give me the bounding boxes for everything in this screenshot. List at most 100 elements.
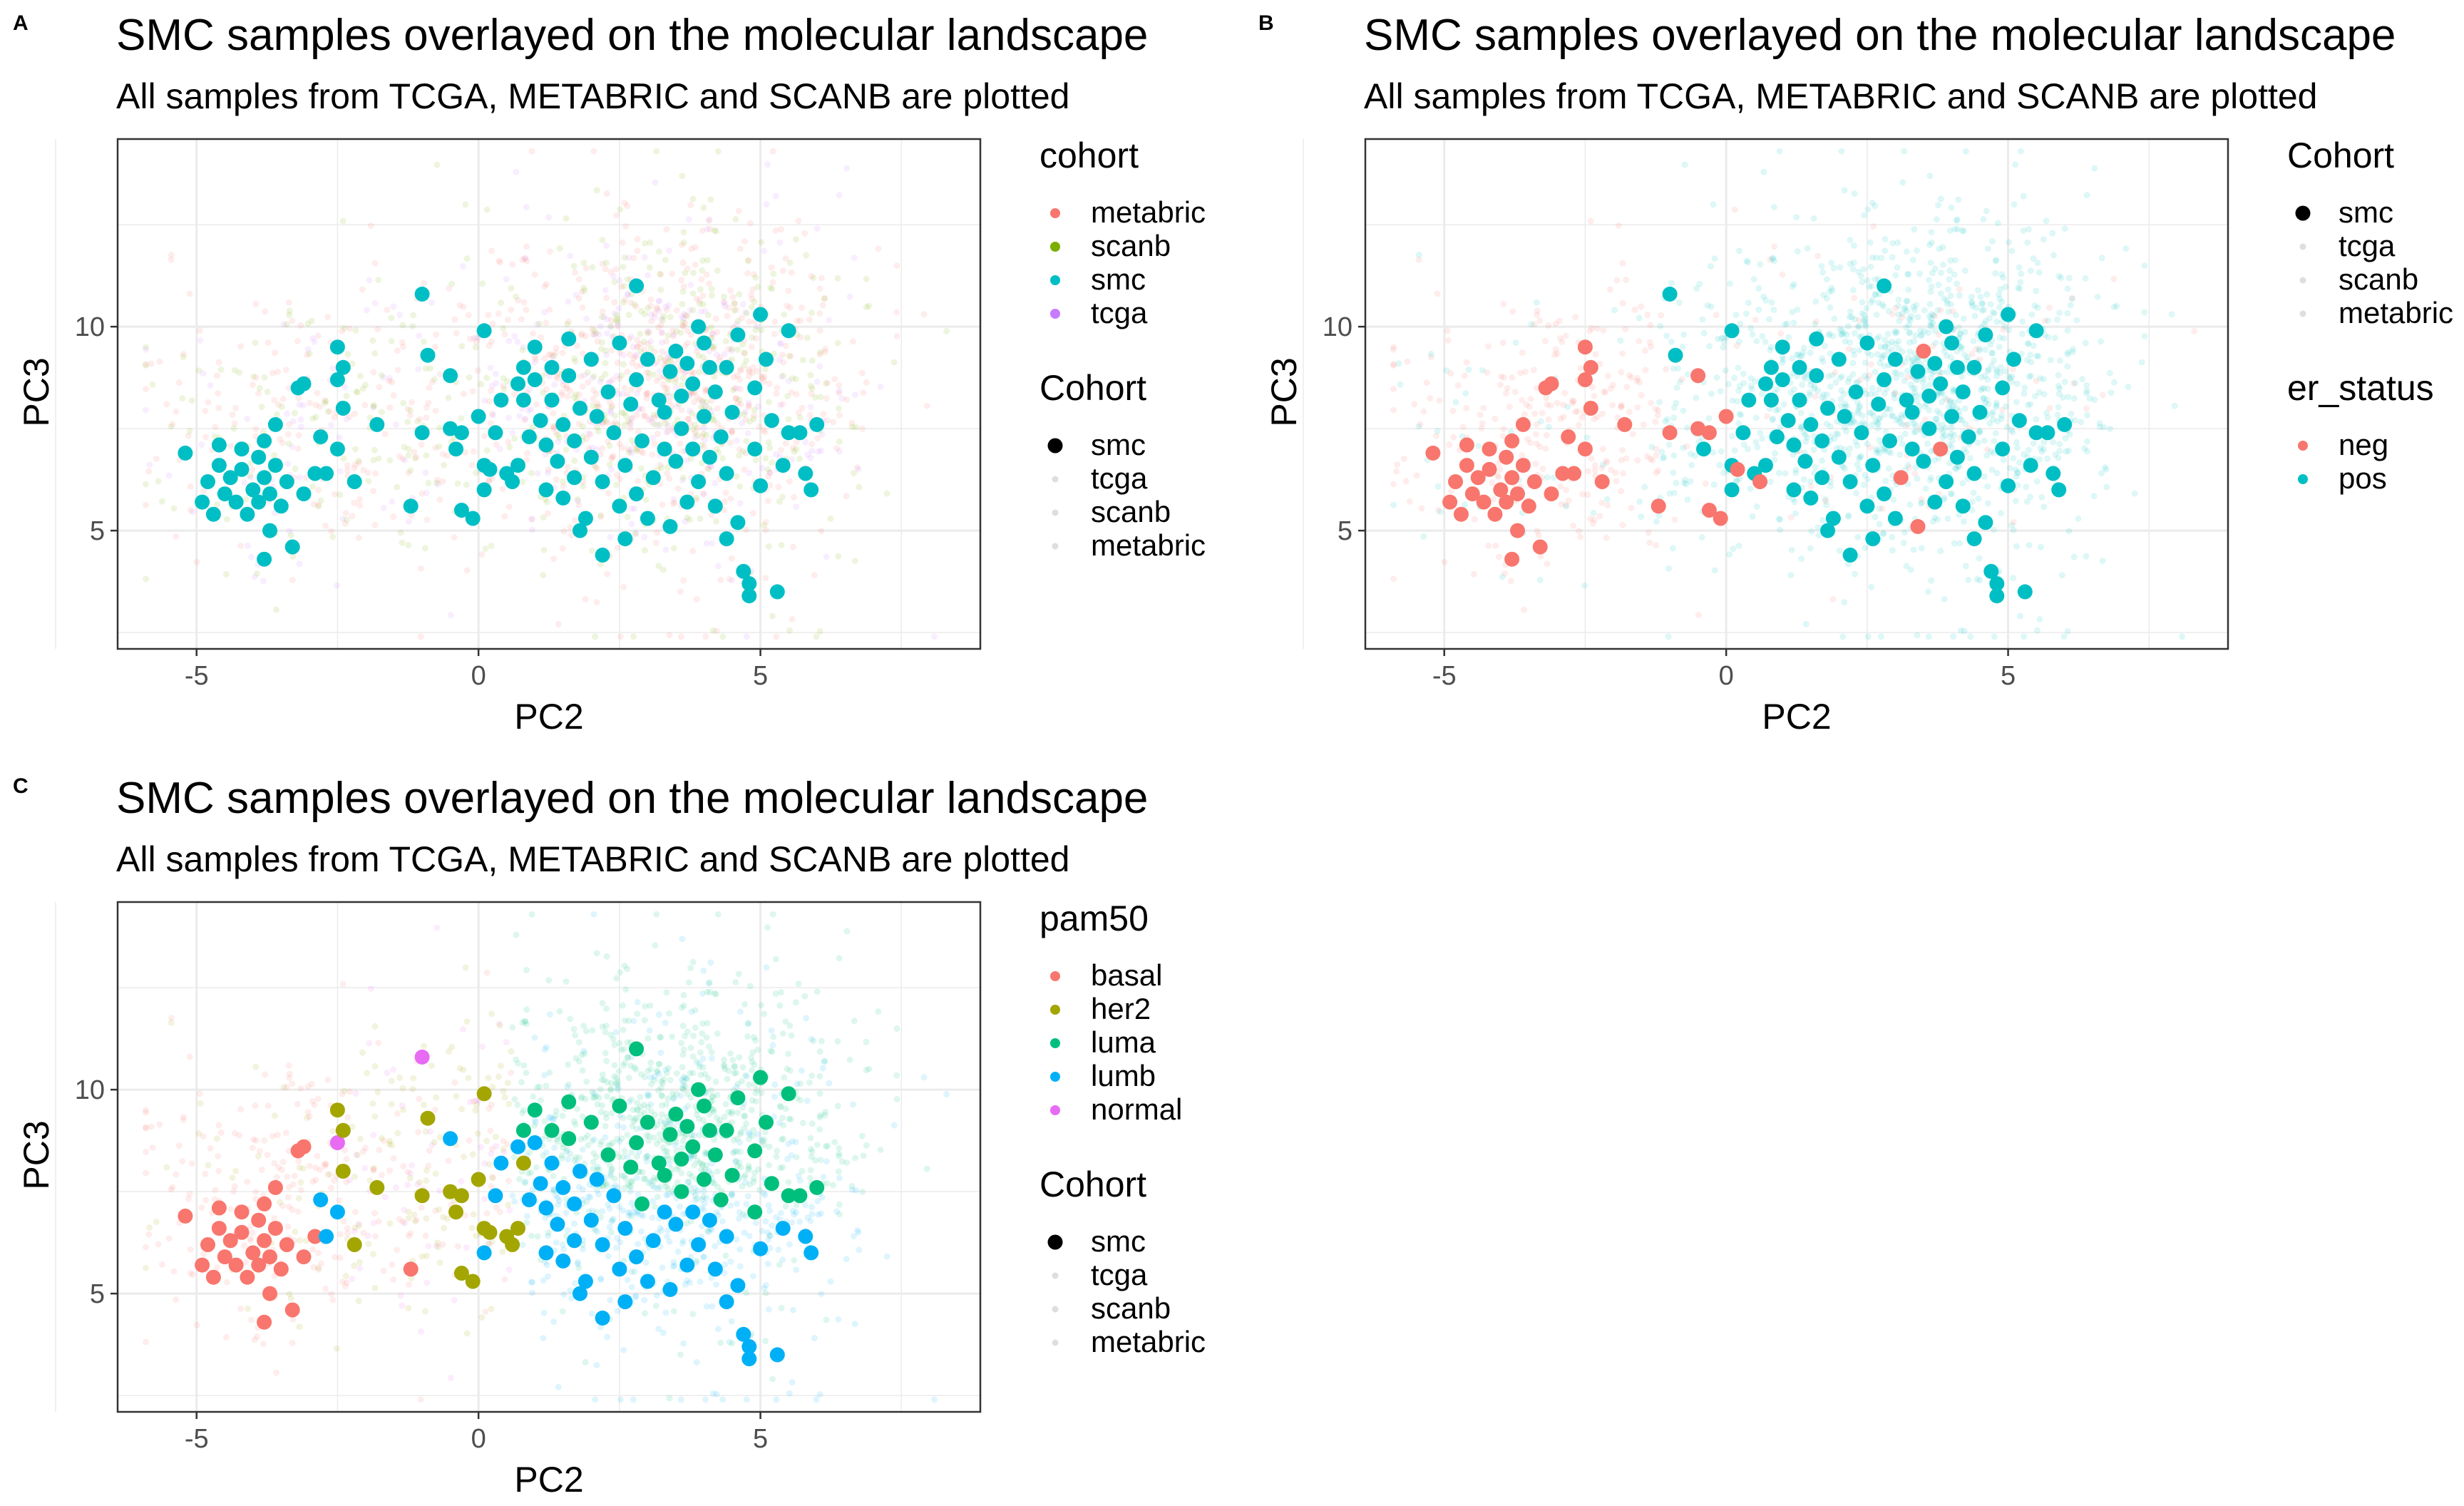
- population-point: [1618, 404, 1625, 411]
- population-point: [505, 1266, 513, 1273]
- population-point: [285, 384, 292, 391]
- population-point: [642, 496, 650, 503]
- population-point: [1664, 416, 1671, 423]
- population-point: [1960, 227, 1967, 235]
- population-point: [786, 304, 794, 311]
- population-point: [2040, 446, 2048, 453]
- population-point: [359, 1049, 366, 1056]
- population-point: [625, 312, 632, 319]
- smc-point: [1887, 352, 1903, 367]
- population-point: [658, 315, 665, 322]
- population-point: [776, 1002, 784, 1009]
- population-point: [788, 389, 795, 396]
- population-point: [594, 1163, 601, 1170]
- population-point: [2028, 372, 2034, 379]
- smc-point: [307, 466, 323, 481]
- population-point: [388, 314, 395, 322]
- population-point: [1747, 374, 1755, 381]
- population-point: [2098, 470, 2105, 477]
- population-point: [578, 330, 585, 337]
- population-point: [772, 990, 779, 997]
- population-point: [850, 1101, 856, 1108]
- population-point: [804, 334, 811, 342]
- population-point: [315, 501, 322, 508]
- population-point: [1856, 466, 1862, 473]
- population-point: [1852, 379, 1859, 386]
- population-point: [781, 311, 788, 318]
- population-point: [2034, 259, 2041, 266]
- smc-point: [1713, 511, 1728, 526]
- population-point: [1427, 395, 1434, 402]
- population-point: [1802, 431, 1809, 439]
- population-point: [766, 380, 773, 387]
- population-point: [451, 316, 458, 323]
- population-point: [211, 433, 218, 440]
- smc-point: [769, 584, 785, 600]
- population-point: [534, 321, 540, 328]
- population-point: [679, 173, 686, 180]
- population-point: [597, 1086, 604, 1093]
- population-point: [568, 532, 575, 539]
- population-point: [143, 346, 149, 353]
- population-point: [1933, 415, 1940, 422]
- population-point: [1894, 239, 1901, 246]
- population-point: [1885, 348, 1892, 355]
- population-point: [625, 418, 632, 425]
- population-point: [2055, 372, 2062, 379]
- population-point: [1680, 444, 1687, 451]
- population-point: [746, 220, 754, 227]
- population-point: [200, 488, 207, 494]
- population-point: [1500, 300, 1507, 307]
- smc-point: [657, 404, 672, 420]
- population-point: [529, 1289, 535, 1296]
- population-point: [576, 1154, 582, 1161]
- population-point: [687, 331, 694, 338]
- population-point: [143, 481, 149, 488]
- population-point: [2033, 627, 2040, 634]
- population-point: [816, 1114, 823, 1121]
- population-point: [663, 307, 670, 314]
- population-point: [540, 1152, 547, 1159]
- smc-point: [1983, 563, 1999, 579]
- population-point: [769, 613, 776, 620]
- population-point: [851, 558, 858, 565]
- population-point: [1556, 334, 1564, 342]
- population-point: [1444, 327, 1451, 334]
- population-point: [536, 320, 543, 327]
- smc-point: [1662, 425, 1678, 441]
- population-point: [534, 470, 541, 477]
- population-point: [500, 374, 507, 381]
- population-point: [1802, 438, 1809, 445]
- population-point: [2038, 448, 2045, 455]
- population-point: [423, 1177, 430, 1184]
- population-point: [553, 344, 560, 352]
- population-point: [717, 576, 724, 583]
- population-point: [339, 217, 346, 225]
- population-point: [754, 1086, 761, 1093]
- population-point: [801, 993, 808, 1000]
- population-point: [816, 628, 823, 635]
- population-point: [627, 425, 634, 432]
- y-tick-label: 10: [1323, 312, 1352, 342]
- population-point: [678, 277, 684, 284]
- population-point: [1633, 377, 1641, 384]
- smc-point: [662, 518, 678, 534]
- smc-point: [1493, 482, 1509, 498]
- population-point: [280, 321, 287, 328]
- population-point: [366, 1177, 374, 1184]
- population-point: [158, 498, 165, 505]
- population-point: [1862, 321, 1869, 328]
- population-point: [279, 1159, 287, 1165]
- population-point: [1928, 577, 1935, 584]
- population-point: [665, 302, 672, 309]
- population-point: [607, 399, 613, 406]
- population-point: [186, 290, 193, 297]
- population-point: [1606, 286, 1613, 293]
- population-point: [1875, 415, 1882, 422]
- population-point: [285, 440, 292, 447]
- smc-point: [651, 392, 667, 408]
- population-point: [1619, 260, 1626, 267]
- population-point: [625, 1054, 632, 1061]
- population-point: [627, 1062, 635, 1070]
